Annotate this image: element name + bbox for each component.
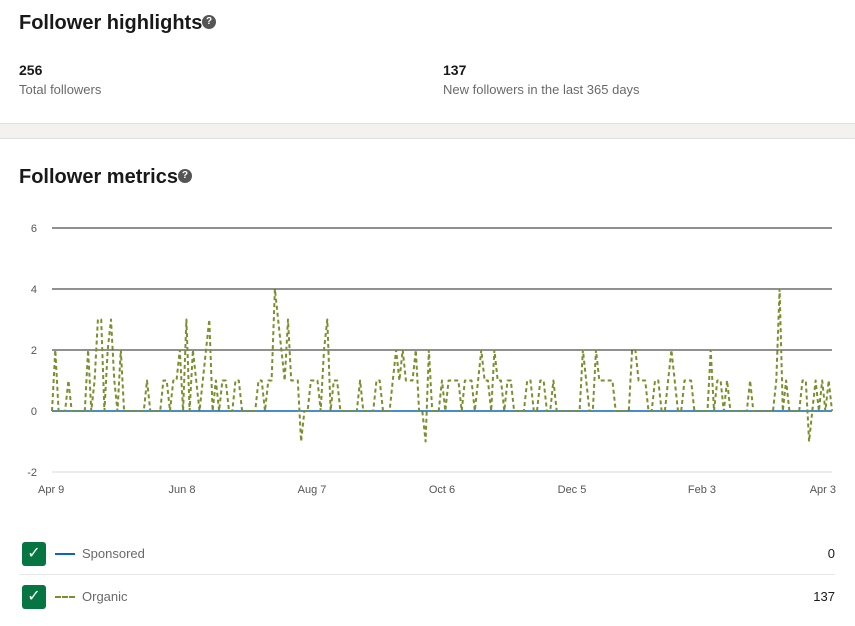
x-axis-ticks: Apr 9 Jun 8 Aug 7 Oct 6 Dec 5 Feb 3 Apr 3: [38, 484, 836, 496]
chart-series: [51, 288, 833, 443]
y-tick-label: 6: [31, 223, 37, 235]
y-tick-label: 0: [31, 406, 37, 418]
organic-label: Organic: [82, 589, 128, 604]
organic-line-swatch: [55, 596, 75, 598]
y-tick-label: 4: [31, 284, 37, 296]
total-followers-value: 256: [19, 62, 43, 78]
series-line-organic: [51, 288, 833, 443]
legend-row-organic[interactable]: ✓ Organic 137: [19, 577, 835, 617]
y-tick-label: -2: [27, 467, 37, 479]
help-icon[interactable]: ?: [202, 15, 216, 29]
x-tick-label: Dec 5: [558, 484, 587, 496]
sponsored-value: 0: [827, 546, 835, 561]
chart-gridlines: [52, 227, 832, 473]
x-tick-label: Apr 3: [810, 484, 836, 496]
sponsored-line-swatch: [55, 553, 75, 555]
total-followers-label: Total followers: [19, 82, 102, 97]
help-icon[interactable]: ?: [178, 169, 192, 183]
section-divider: [0, 123, 855, 139]
organic-value: 137: [813, 589, 835, 604]
follower-metrics-card: Follower metrics ?: [0, 139, 855, 626]
y-tick-label: 2: [31, 345, 37, 357]
organic-checkbox[interactable]: ✓: [22, 585, 46, 609]
sponsored-label: Sponsored: [82, 546, 145, 561]
legend-row-sponsored[interactable]: ✓ Sponsored 0: [19, 534, 835, 575]
follower-highlights-title: Follower highlights: [19, 12, 203, 34]
x-tick-label: Oct 6: [429, 484, 455, 496]
new-followers-label: New followers in the last 365 days: [443, 82, 640, 97]
x-tick-label: Aug 7: [298, 484, 327, 496]
x-tick-label: Apr 9: [38, 484, 64, 496]
follower-metrics-title: Follower metrics: [19, 166, 178, 188]
x-tick-label: Jun 8: [169, 484, 196, 496]
y-axis-ticks: 6 4 2 0 -2: [27, 223, 37, 479]
sponsored-checkbox[interactable]: ✓: [22, 542, 46, 566]
x-tick-label: Feb 3: [688, 484, 716, 496]
follower-highlights-card: Follower highlights ? 256 Total follower…: [0, 0, 855, 123]
new-followers-value: 137: [443, 62, 467, 78]
